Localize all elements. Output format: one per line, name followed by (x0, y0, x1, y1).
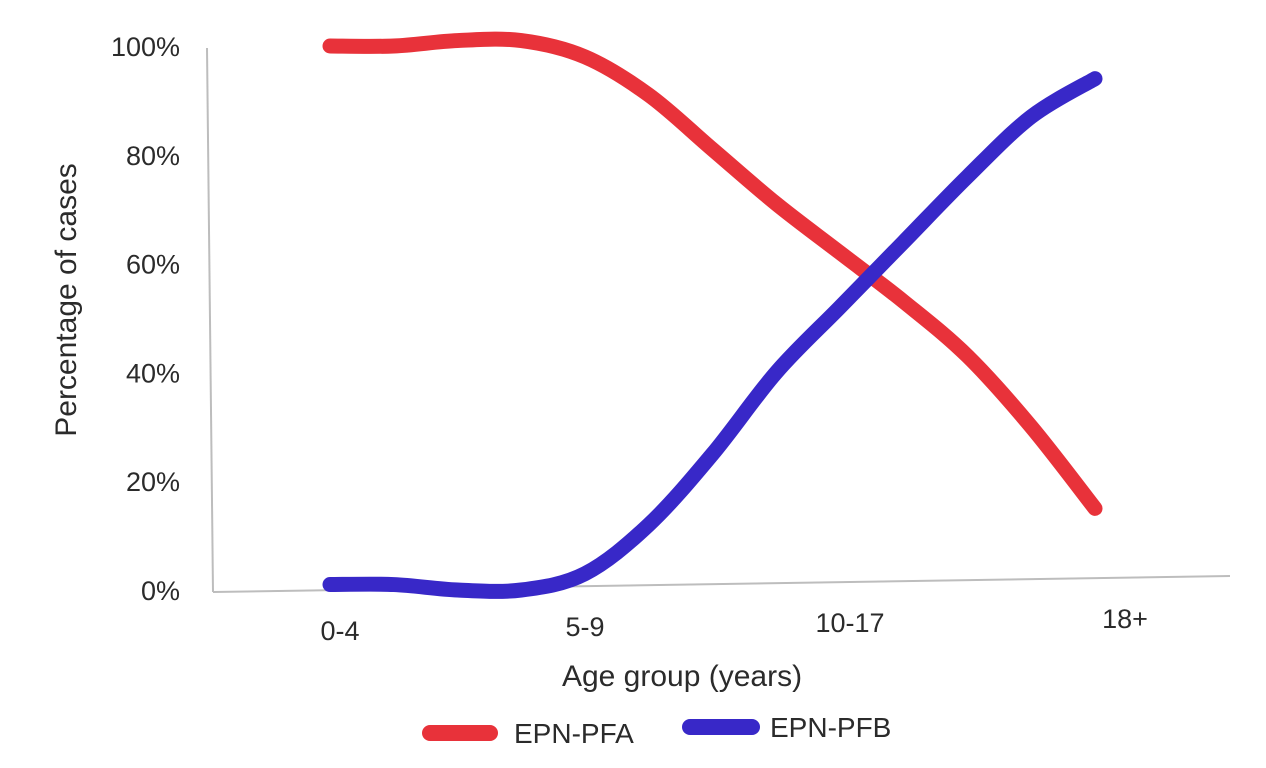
x-tick-label: 5-9 (565, 612, 604, 642)
y-tick-label: 80% (126, 141, 180, 171)
y-axis-line (206, 47, 214, 593)
y-tick-label: 40% (126, 358, 180, 388)
x-axis-title: Age group (years) (562, 660, 802, 693)
series-lines (322, 31, 1103, 599)
legend-label-epn-pfb: EPN-PFB (770, 712, 891, 743)
axes (206, 47, 1231, 593)
y-axis-title: Percentage of cases (50, 163, 83, 437)
y-tick-labels: 0% 20% 40% 60% 80% 100% (111, 32, 180, 606)
x-tick-label: 18+ (1102, 604, 1148, 634)
x-tick-label: 0-4 (320, 616, 359, 646)
legend-label-epn-pfa: EPN-PFA (514, 718, 634, 749)
y-tick-label: 60% (126, 250, 180, 280)
legend: EPN-PFA EPN-PFB (422, 712, 891, 749)
series-line-epn-pfa (322, 31, 1103, 516)
y-tick-label: 20% (126, 467, 180, 497)
y-tick-label: 100% (111, 32, 180, 62)
y-tick-label: 0% (141, 576, 180, 606)
x-tick-labels: 0-4 5-9 10-17 18+ (320, 604, 1147, 646)
x-tick-label: 10-17 (815, 608, 884, 638)
series-line-epn-pfb (322, 71, 1103, 599)
